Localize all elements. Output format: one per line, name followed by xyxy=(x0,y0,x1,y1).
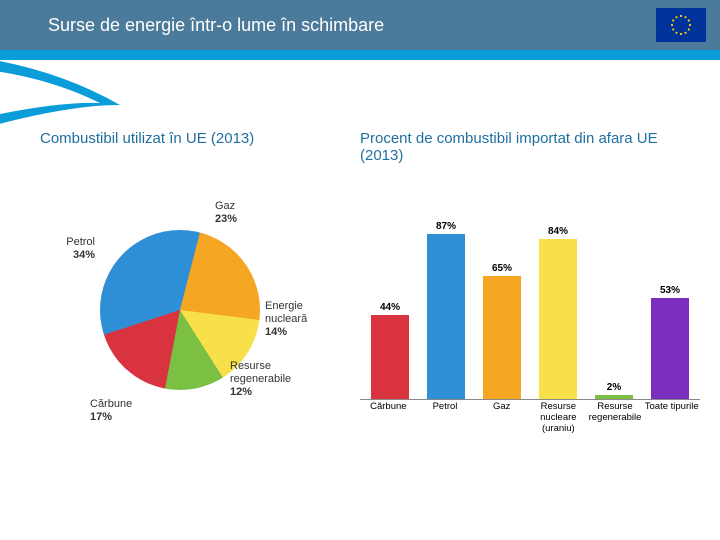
bar-rect xyxy=(371,315,409,399)
eu-flag-icon xyxy=(656,8,706,42)
bar-title: Procent de combustibil importat din afar… xyxy=(360,130,700,170)
bars-plot: 44% 87% 65% 84% 2% 53% xyxy=(360,200,700,400)
bar-rect xyxy=(483,276,521,400)
bar-chart-area: 44%87%65%84%2%53% CărbunePetrolGazResurs… xyxy=(360,200,700,460)
bar-x-label: Toate tipurile xyxy=(643,402,700,435)
bar: 87% xyxy=(418,200,474,399)
bar-x-label: Petrol xyxy=(417,402,474,435)
bar-value-label: 87% xyxy=(436,221,456,232)
header-bar: Surse de energie într-o lume în schimbar… xyxy=(0,0,720,50)
bar-column: Procent de combustibil importat din afar… xyxy=(360,130,700,460)
bar-rect xyxy=(427,234,465,399)
bar: 53% xyxy=(642,200,698,399)
bar-x-label: Gaz xyxy=(473,402,530,435)
pie-chart-area: Petrol34% Gaz23% Energie nucleară14% Resurs… xyxy=(40,200,340,440)
bar: 2% xyxy=(586,200,642,399)
pie-slice-label: Gaz23% xyxy=(215,200,275,226)
bar-x-label: Cărbune xyxy=(360,402,417,435)
bar-value-label: 84% xyxy=(548,226,568,237)
bar: 65% xyxy=(474,200,530,399)
slide-title: Surse de energie într-o lume în schimbar… xyxy=(48,15,384,36)
pie-title: Combustibil utilizat în UE (2013) xyxy=(40,130,350,170)
pie-slice-label: Cărbune17% xyxy=(90,398,160,424)
pie-column: Combustibil utilizat în UE (2013) Petrol… xyxy=(40,130,350,460)
bar-rect xyxy=(595,395,633,399)
bar-x-label: Resurse nucleare (uraniu) xyxy=(530,402,587,435)
bar-value-label: 2% xyxy=(607,382,621,393)
bar-value-label: 53% xyxy=(660,285,680,296)
pie-slice-label: Resurse regenerabile12% xyxy=(230,360,320,400)
bar: 44% xyxy=(362,200,418,399)
content-area: Combustibil utilizat în UE (2013) Petrol… xyxy=(0,60,720,460)
bar-rect xyxy=(539,239,577,399)
header-stripe xyxy=(0,50,720,60)
bar-x-labels: CărbunePetrolGazResurse nucleare (uraniu… xyxy=(360,402,700,435)
bar-value-label: 65% xyxy=(492,263,512,274)
pie-slice-label: Energie nucleară14% xyxy=(265,300,340,340)
bar-value-label: 44% xyxy=(380,302,400,313)
bar-rect xyxy=(651,298,689,399)
pie-slice-label: Petrol34% xyxy=(40,236,95,262)
bar-x-label: Resurse regenerabile xyxy=(587,402,644,435)
bar: 84% xyxy=(530,200,586,399)
